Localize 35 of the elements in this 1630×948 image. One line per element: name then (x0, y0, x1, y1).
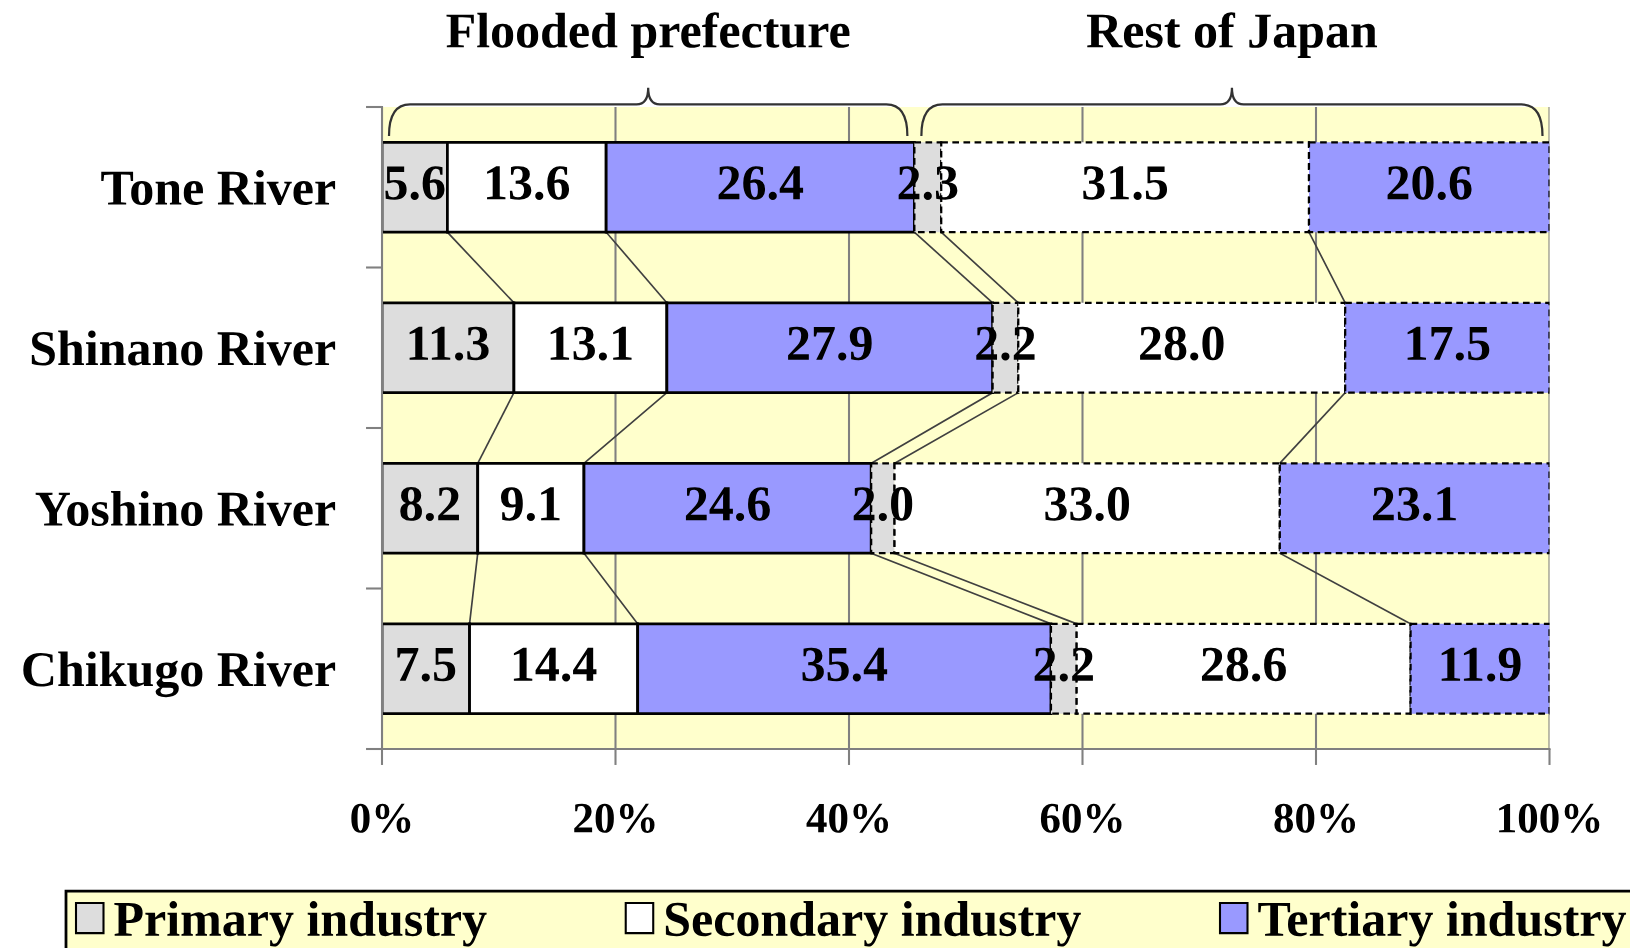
x-tick-label: 40% (806, 803, 889, 833)
data-label: 14.4 (513, 647, 597, 682)
x-tick-label: 60% (1040, 803, 1122, 833)
data-label: 5.6 (385, 166, 445, 200)
data-label: 27.9 (788, 326, 872, 361)
x-tick-label: 20% (574, 803, 655, 833)
legend-label: Tertiary industry (1258, 901, 1627, 947)
y-tick-label: Chikugo River (23, 651, 336, 698)
data-label: 28.6 (1201, 647, 1286, 682)
data-label: 31.5 (1083, 166, 1168, 200)
x-tick-label: 80% (1274, 803, 1356, 833)
data-label: 20.6 (1387, 166, 1472, 200)
data-label: 8.2 (400, 487, 459, 521)
data-label: 33.0 (1045, 487, 1130, 521)
data-label: 24.6 (685, 487, 770, 521)
y-tick-label: Yoshino River (35, 490, 336, 527)
y-tick-label: Tone River (101, 169, 336, 206)
legend-label: Secondary industry (665, 901, 1081, 947)
y-tick-label: Shinano River (31, 330, 336, 366)
data-label: 11.3 (409, 326, 489, 361)
text: Rest of Japan (1086, 12, 1378, 59)
data-label: 23.1 (1373, 487, 1456, 521)
data-label: 28.0 (1140, 326, 1224, 361)
text: Flooded prefecture (446, 12, 850, 59)
data-label: 13.1 (550, 326, 632, 361)
data-label: 26.4 (718, 166, 804, 200)
legend-label: Primary industry (114, 901, 487, 947)
data-label: 9.1 (500, 487, 560, 521)
data-label: 35.4 (802, 647, 888, 682)
data-label: 17.5 (1407, 326, 1490, 361)
data-label: 7.5 (397, 648, 456, 682)
x-tick-label: 100% (1499, 803, 1600, 833)
x-tick-label: 0% (351, 803, 411, 833)
data-label: 13.6 (487, 166, 570, 200)
data-label: 11.9 (1441, 647, 1521, 682)
